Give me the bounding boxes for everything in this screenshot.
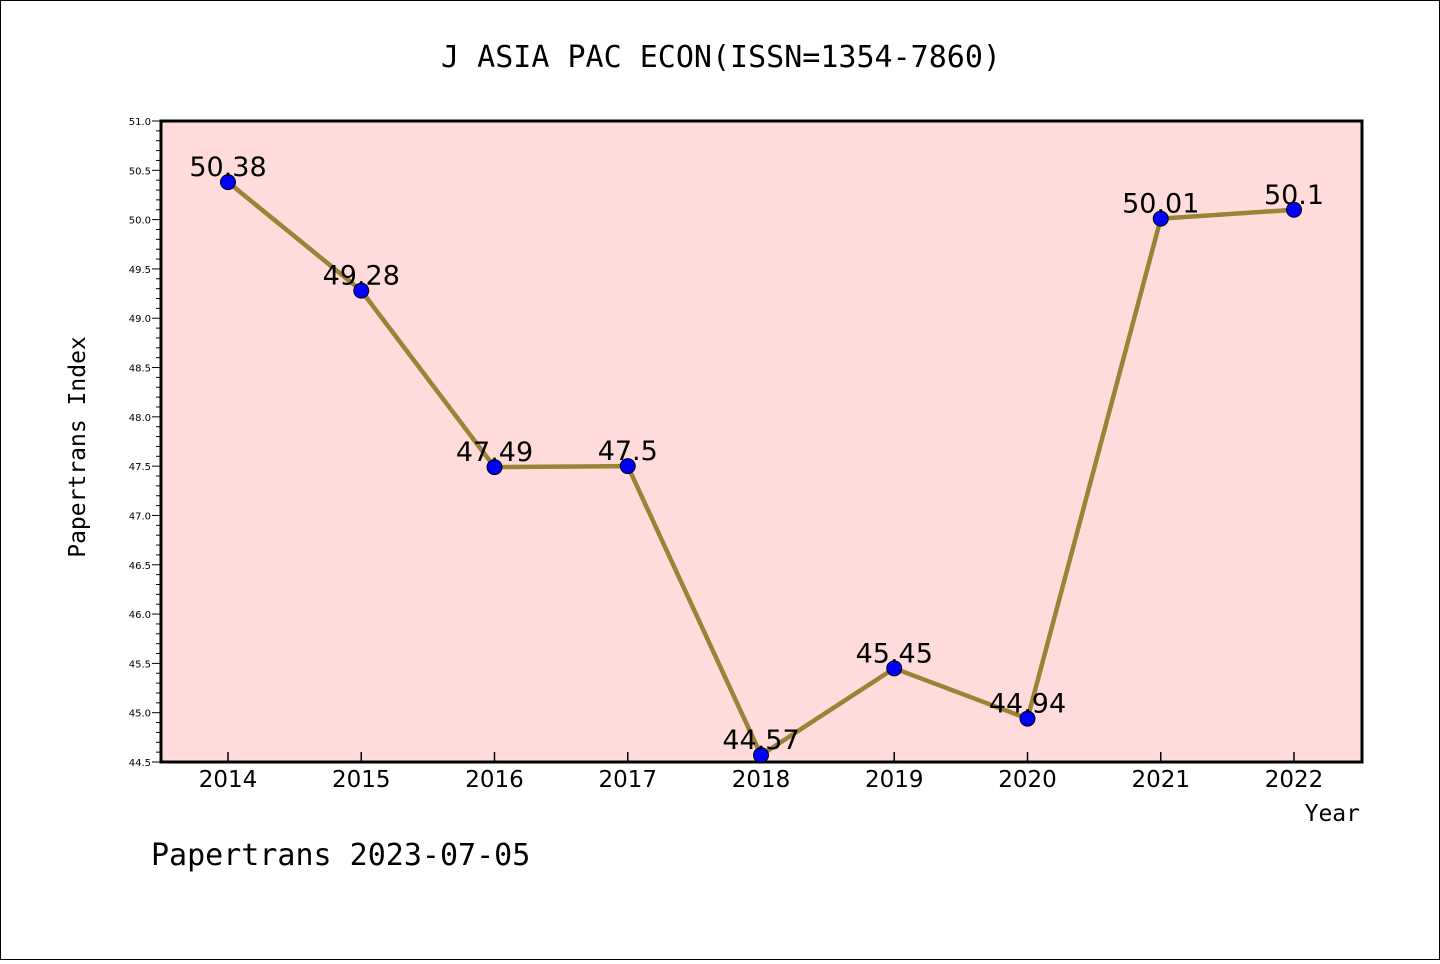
data-labels: 50.38 49.28 47.49 47.5 44.57 45.45 44.94 50.01 5… (189, 152, 1324, 756)
y-tick-label: 50.0 (129, 216, 151, 227)
series-markers (220, 174, 1302, 764)
data-label: 47.49 (456, 437, 533, 468)
x-tick-label: 2014 (199, 767, 258, 793)
x-tick-label: 2018 (732, 767, 791, 793)
data-label: 45.45 (856, 638, 933, 669)
y-tick-label: 51.0 (129, 117, 151, 128)
data-point (619, 458, 636, 475)
plot-area (159, 119, 1364, 764)
y-tick-label: 48.0 (129, 413, 151, 424)
y-tick-label: 49.5 (129, 265, 151, 276)
data-point (1286, 201, 1302, 218)
data-point (353, 282, 370, 299)
y-tick-label: 46.0 (129, 610, 151, 621)
y-axis-label: Papertrans Index (65, 336, 91, 558)
data-point (220, 174, 236, 191)
y-tick-label: 49.0 (129, 314, 151, 325)
data-point (1019, 710, 1036, 727)
chart-title: J ASIA PAC ECON(ISSN=1354-7860) (441, 40, 1001, 75)
y-tick-label: 48.5 (129, 364, 151, 375)
x-tick-label: 2020 (998, 767, 1057, 793)
data-point (753, 747, 769, 764)
x-tick-label: 2019 (865, 767, 924, 793)
data-label: 49.28 (323, 261, 400, 292)
x-tick-label: 2022 (1265, 767, 1324, 793)
data-label: 47.5 (598, 436, 658, 467)
x-tick-label: 2015 (332, 767, 391, 793)
data-label: 44.94 (989, 689, 1066, 720)
data-label: 50.01 (1122, 189, 1199, 220)
data-point (486, 459, 503, 476)
y-tick-label: 45.5 (129, 659, 151, 670)
data-point (1152, 210, 1169, 227)
x-axis-label: Year (1305, 801, 1360, 827)
y-tick-label: 46.5 (129, 561, 151, 572)
data-label: 44.57 (722, 725, 799, 756)
y-tick-label: 50.5 (129, 166, 151, 177)
y-tick-label: 47.0 (129, 511, 151, 522)
data-label: 50.1 (1264, 180, 1324, 211)
x-axis: 2014 2015 2016 2017 2018 2019 2020 2021 2022 (199, 752, 1324, 793)
data-point (886, 660, 903, 677)
y-tick-label: 44.5 (129, 758, 151, 769)
y-tick-label: 45.0 (129, 709, 151, 720)
x-tick-label: 2021 (1131, 767, 1190, 793)
x-tick-label: 2017 (598, 767, 657, 793)
footer-text: Papertrans 2023-07-05 (151, 838, 530, 873)
x-tick-label: 2016 (465, 767, 524, 793)
y-tick-label: 47.5 (129, 462, 151, 473)
data-label: 50.38 (189, 152, 266, 183)
y-axis: 44.5 45.0 45.5 46.0 46.5 47.0 47.5 48.0 48.5 49.0… (129, 117, 161, 769)
